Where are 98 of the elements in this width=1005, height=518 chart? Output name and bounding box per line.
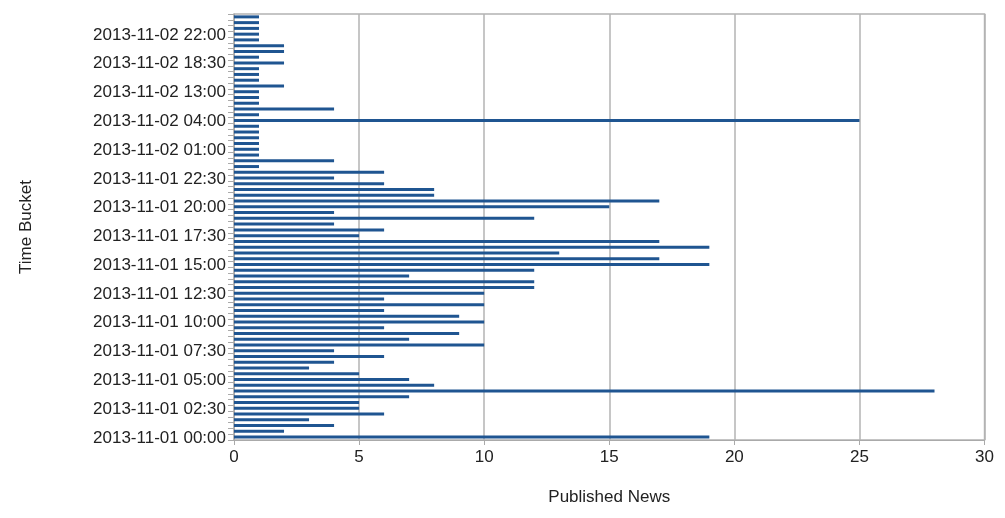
bar	[234, 199, 660, 203]
y-tick-label: 2013-11-01 12:30	[93, 283, 226, 303]
bar	[234, 205, 610, 209]
x-tick-label: 0	[229, 447, 239, 466]
bar	[234, 234, 360, 238]
bar	[234, 424, 335, 428]
bar	[234, 124, 260, 128]
bar	[234, 90, 260, 94]
bar	[234, 274, 410, 278]
bar	[234, 435, 710, 439]
bar	[234, 412, 385, 416]
bar	[234, 193, 435, 197]
bar	[234, 366, 310, 370]
bar	[234, 49, 285, 53]
bar	[234, 314, 460, 318]
bar	[234, 95, 260, 99]
y-tick-label: 2013-11-02 04:00	[93, 111, 226, 130]
bar	[234, 72, 260, 76]
y-tick-label: 2013-11-01 05:00	[93, 370, 226, 390]
bar	[234, 308, 385, 312]
bar	[234, 136, 260, 140]
bar	[234, 15, 260, 19]
bar	[234, 303, 485, 307]
y-tick-label: 2013-11-02 18:30	[93, 53, 226, 73]
x-tick-label: 5	[354, 447, 364, 466]
x-axis-title: Published News	[548, 487, 671, 506]
y-tick-label: 2013-11-01 00:00	[93, 427, 226, 447]
y-tick-label: 2013-11-01 17:30	[93, 226, 226, 246]
bar	[234, 291, 485, 295]
bar	[234, 343, 485, 347]
bar	[234, 245, 710, 249]
bar	[234, 326, 385, 330]
y-tick-label: 2013-11-01 15:00	[93, 254, 226, 274]
bar	[234, 130, 260, 134]
bar	[234, 337, 410, 341]
bar	[234, 216, 535, 220]
y-tick-label: 2013-11-02 22:00	[93, 24, 226, 44]
bar	[234, 61, 285, 65]
y-tick-label: 2013-11-01 02:30	[93, 398, 226, 418]
bar	[234, 153, 260, 157]
bar	[234, 395, 410, 399]
bar	[234, 251, 560, 255]
x-tick-label: 30	[975, 447, 995, 466]
bar	[234, 257, 660, 261]
bar	[234, 297, 385, 301]
bar	[234, 372, 360, 376]
bar	[234, 349, 335, 353]
bar	[234, 101, 260, 105]
bar	[234, 401, 360, 405]
y-tick-label: 2013-11-02 01:00	[93, 139, 226, 159]
bar	[234, 406, 360, 410]
bar	[234, 332, 460, 335]
bar	[234, 26, 260, 30]
bar	[234, 21, 260, 25]
bar	[234, 429, 285, 433]
bar	[234, 165, 260, 169]
bar	[234, 228, 385, 232]
bar	[234, 360, 335, 364]
bar	[234, 182, 385, 186]
bar	[234, 262, 710, 266]
bar	[234, 389, 935, 393]
y-axis-title: Time Bucket	[16, 179, 35, 274]
bar	[234, 44, 285, 48]
bar	[234, 285, 535, 289]
bar	[234, 211, 335, 215]
bar	[234, 378, 410, 382]
y-tick-label: 2013-11-01 10:00	[93, 312, 226, 332]
bar	[234, 418, 310, 422]
bar	[234, 67, 260, 71]
bar	[234, 113, 260, 117]
y-tick-label: 2013-11-01 22:30	[93, 168, 226, 188]
bar	[234, 222, 335, 226]
x-tick-label: 25	[849, 447, 869, 466]
bar	[234, 176, 335, 180]
bar	[234, 78, 260, 82]
bar	[234, 147, 260, 151]
bar	[234, 119, 860, 122]
bar	[234, 159, 335, 163]
bar	[234, 188, 435, 192]
bar	[234, 383, 435, 387]
bar	[234, 239, 660, 243]
y-tick-label: 2013-11-02 13:00	[93, 82, 226, 102]
bar	[234, 320, 485, 324]
bar	[234, 38, 260, 42]
bar	[234, 142, 260, 146]
bar	[234, 355, 385, 359]
bar	[234, 280, 535, 284]
x-tick-label: 10	[474, 447, 494, 466]
x-tick-label: 20	[724, 447, 744, 466]
bar	[234, 84, 285, 88]
bar	[234, 170, 385, 174]
x-tick-label: 15	[599, 447, 619, 466]
bar	[234, 55, 260, 59]
y-tick-label: 2013-11-01 07:30	[93, 341, 226, 361]
bar	[234, 107, 335, 111]
bar	[234, 268, 535, 272]
bar	[234, 32, 260, 36]
y-tick-label: 2013-11-01 20:00	[93, 197, 226, 217]
